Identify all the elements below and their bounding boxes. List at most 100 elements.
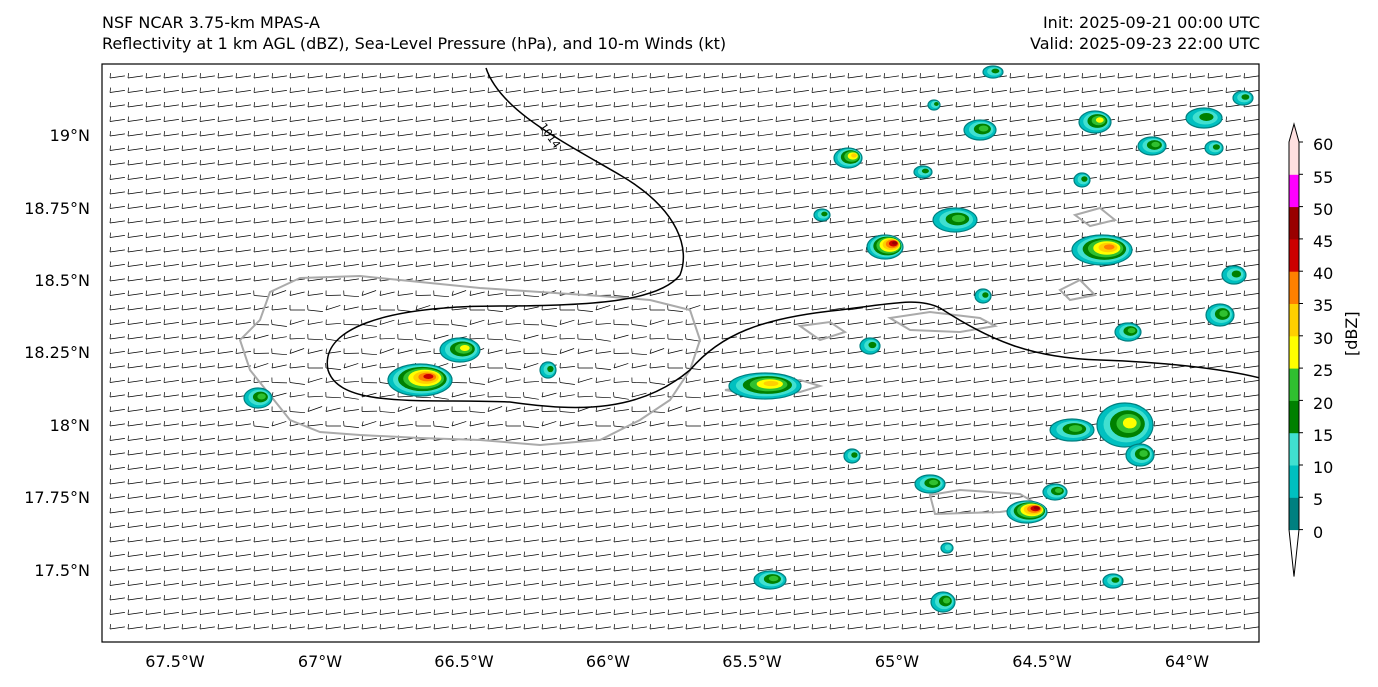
wind-barb	[1099, 392, 1115, 398]
wind-barb	[649, 116, 665, 122]
wind-barb	[721, 435, 737, 441]
wind-barb	[883, 595, 899, 601]
wind-barb	[397, 566, 413, 572]
wind-barb	[631, 566, 647, 572]
wind-barb	[1207, 493, 1223, 499]
wind-barb	[271, 319, 287, 327]
wind-barb	[1153, 406, 1169, 412]
wind-barb	[217, 116, 233, 122]
wind-barb	[505, 551, 521, 557]
wind-barb	[181, 189, 197, 195]
wind-barb	[181, 348, 197, 354]
wind-barb	[1027, 131, 1043, 137]
wind-barb	[775, 116, 791, 122]
wind-barb	[793, 232, 809, 238]
wind-barb	[145, 203, 161, 209]
wind-barb	[1081, 508, 1097, 514]
wind-barb	[793, 189, 809, 195]
wind-barb	[739, 131, 755, 137]
wind-barb	[1117, 624, 1133, 630]
wind-barb	[631, 348, 648, 356]
wind-barb	[1009, 580, 1025, 586]
wind-barb	[415, 87, 431, 93]
reflectivity-contour	[1095, 117, 1104, 123]
wind-barb	[1171, 276, 1187, 282]
wind-barb	[307, 145, 323, 151]
wind-barb	[1027, 392, 1043, 398]
wind-barb	[343, 450, 359, 456]
wind-barb	[523, 145, 539, 151]
wind-barb	[1027, 305, 1043, 311]
wind-barb	[973, 609, 989, 615]
wind-barb	[1027, 566, 1043, 572]
wind-barb	[703, 551, 719, 557]
wind-barb	[181, 232, 197, 238]
wind-barb	[235, 290, 251, 296]
wind-barb	[523, 160, 539, 166]
wind-barb	[685, 160, 701, 166]
wind-barb	[685, 421, 701, 427]
wind-barb	[901, 145, 917, 151]
wind-barb	[901, 203, 917, 209]
wind-barb	[991, 624, 1007, 630]
wind-barb	[685, 218, 701, 224]
wind-barb	[433, 145, 449, 151]
wind-barb	[721, 305, 737, 311]
wind-barb	[253, 450, 269, 456]
wind-barb	[1135, 522, 1151, 528]
wind-barb	[217, 537, 233, 543]
wind-barb	[631, 319, 647, 327]
wind-barb	[919, 537, 935, 543]
wind-barb	[163, 203, 179, 209]
wind-barb	[541, 551, 557, 557]
wind-barb	[541, 580, 557, 586]
colorbar-segment	[1289, 303, 1299, 337]
wind-barb	[1243, 377, 1259, 383]
wind-barb	[1243, 145, 1259, 151]
wind-barb	[649, 160, 665, 166]
wind-barb	[577, 420, 593, 427]
wind-barb	[145, 145, 161, 151]
wind-barb	[505, 377, 521, 383]
title-fields: Reflectivity at 1 km AGL (dBZ), Sea-Leve…	[102, 34, 727, 53]
wind-barb	[379, 624, 395, 630]
wind-barb	[361, 406, 378, 412]
wind-barb	[361, 304, 377, 311]
wind-barb	[487, 363, 503, 369]
wind-barb	[811, 493, 827, 499]
wind-barb	[595, 551, 611, 557]
wind-barb	[991, 247, 1007, 253]
wind-barb	[235, 247, 251, 253]
wind-barb	[1207, 174, 1223, 180]
wind-barb	[721, 537, 737, 543]
wind-barb	[955, 522, 971, 528]
wind-barb	[1063, 203, 1079, 209]
wind-barb	[199, 624, 215, 630]
wind-barb	[847, 421, 863, 427]
wind-barb	[343, 189, 359, 195]
wind-barb	[811, 363, 827, 369]
wind-barb	[109, 87, 125, 93]
wind-barb	[307, 174, 323, 180]
wind-barb	[955, 624, 971, 630]
wind-barb	[289, 290, 305, 296]
wind-barb	[865, 218, 881, 224]
wind-barb	[595, 319, 612, 325]
reflectivity-cells	[243, 65, 1254, 613]
wind-barb	[451, 508, 467, 514]
wind-barb	[253, 595, 269, 601]
wind-barb	[667, 232, 683, 238]
wind-barb	[343, 102, 359, 108]
wind-barb	[1009, 493, 1025, 499]
wind-barb	[811, 377, 827, 383]
wind-barb	[271, 479, 287, 485]
wind-barb	[667, 203, 683, 209]
wind-barb	[883, 116, 899, 122]
wind-barb	[919, 87, 935, 93]
wind-barb	[1117, 160, 1133, 166]
wind-barb	[289, 319, 305, 325]
wind-barb	[1045, 232, 1061, 238]
wind-barb	[631, 493, 647, 499]
wind-barb	[451, 102, 467, 108]
wind-barb	[1081, 537, 1097, 543]
